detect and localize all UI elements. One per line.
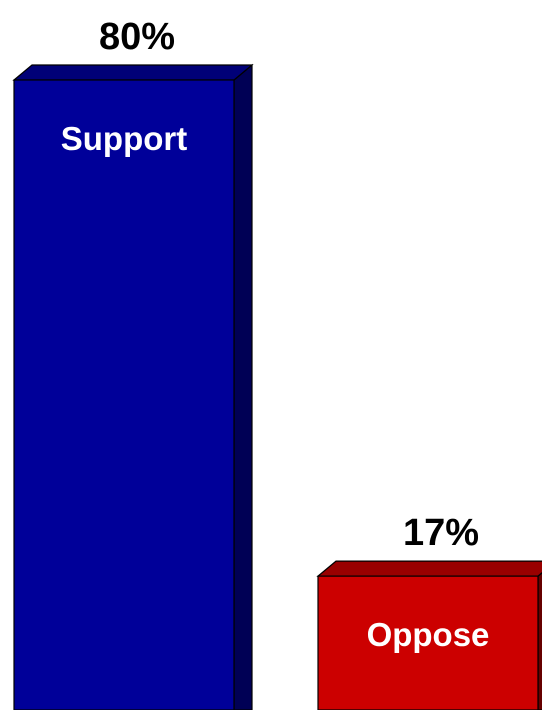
bar-side-support bbox=[233, 63, 253, 710]
bar-support bbox=[13, 79, 235, 710]
bar-oppose bbox=[317, 575, 539, 710]
bar-label-support: Support bbox=[61, 120, 187, 157]
bar-group-support: Support 80% bbox=[12, 16, 254, 710]
bar-top-oppose bbox=[316, 560, 542, 577]
value-label-support: 80% bbox=[99, 16, 175, 58]
value-label-oppose: 17% bbox=[403, 512, 479, 554]
bar-group-oppose: Oppose 17% bbox=[316, 512, 542, 710]
bar-label-oppose: Oppose bbox=[367, 616, 490, 653]
bar-top-support bbox=[12, 64, 254, 81]
